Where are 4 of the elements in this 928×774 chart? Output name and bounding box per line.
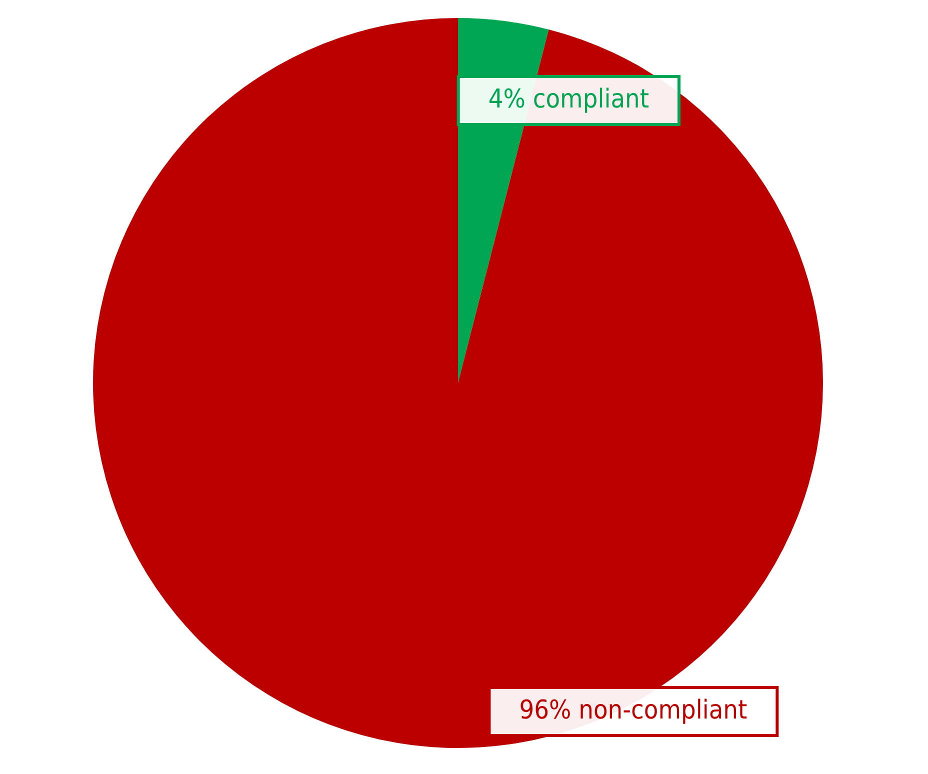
data-label: 96% bbox=[519, 695, 572, 726]
data-label: 4% bbox=[488, 84, 526, 114]
slice-label: compliant bbox=[532, 84, 650, 114]
slice-label: non-compliant bbox=[578, 695, 748, 726]
